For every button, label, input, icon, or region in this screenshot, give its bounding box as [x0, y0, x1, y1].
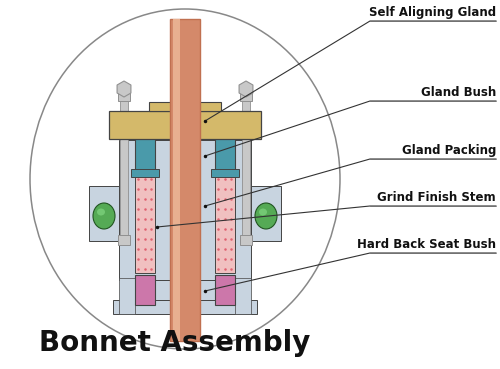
Polygon shape: [215, 275, 235, 305]
Polygon shape: [215, 129, 235, 173]
Polygon shape: [131, 169, 159, 177]
Polygon shape: [240, 235, 252, 245]
Polygon shape: [118, 91, 130, 101]
Polygon shape: [135, 173, 155, 273]
Text: Gland Bush: Gland Bush: [421, 86, 496, 99]
Polygon shape: [170, 19, 200, 341]
Polygon shape: [235, 278, 251, 314]
Polygon shape: [149, 102, 221, 111]
Polygon shape: [109, 111, 261, 139]
Polygon shape: [173, 19, 180, 341]
Text: Self Aligning Gland: Self Aligning Gland: [369, 6, 496, 19]
Ellipse shape: [30, 9, 340, 349]
Text: Gland Packing: Gland Packing: [402, 144, 496, 157]
Polygon shape: [240, 91, 252, 101]
Polygon shape: [211, 169, 239, 177]
Polygon shape: [251, 186, 281, 241]
Polygon shape: [118, 235, 130, 245]
Polygon shape: [119, 278, 135, 314]
Polygon shape: [242, 95, 250, 241]
Text: Bonnet Assembly: Bonnet Assembly: [40, 329, 310, 357]
Polygon shape: [113, 300, 257, 314]
Polygon shape: [239, 81, 253, 97]
Text: Grind Finish Stem: Grind Finish Stem: [378, 191, 496, 204]
Polygon shape: [135, 129, 155, 173]
Polygon shape: [215, 173, 235, 273]
Polygon shape: [135, 275, 155, 305]
Ellipse shape: [97, 208, 105, 215]
Ellipse shape: [255, 203, 277, 229]
Ellipse shape: [259, 208, 267, 215]
Ellipse shape: [93, 203, 115, 229]
Polygon shape: [127, 280, 243, 300]
Polygon shape: [119, 140, 251, 280]
Text: Hard Back Seat Bush: Hard Back Seat Bush: [357, 238, 496, 251]
Polygon shape: [120, 95, 128, 241]
Polygon shape: [117, 81, 131, 97]
Polygon shape: [89, 186, 119, 241]
Polygon shape: [141, 114, 229, 140]
